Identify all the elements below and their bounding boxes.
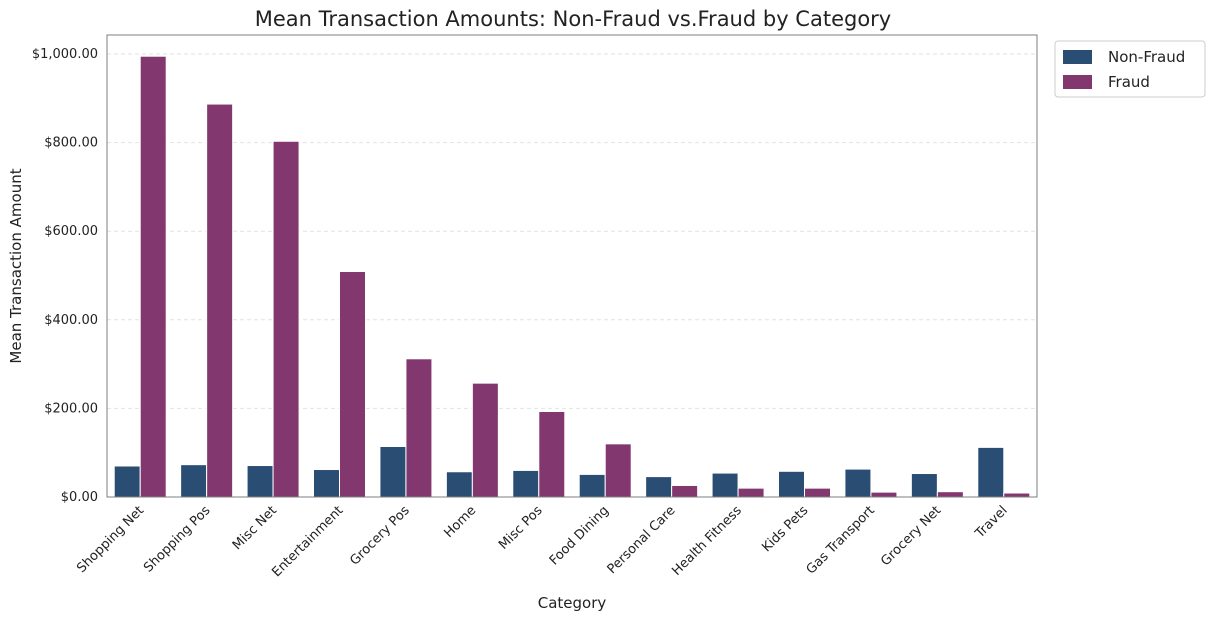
bar-non-fraud-shopping-pos: [180, 464, 208, 498]
bar-fraud-gas-transport: [870, 491, 898, 498]
x-tick-label: Misc Pos: [496, 503, 546, 553]
x-tick-label: Travel: [972, 503, 1011, 542]
legend: Non-Fraud Fraud: [1054, 40, 1206, 98]
x-tick-label: Personal Care: [605, 503, 679, 577]
bar-non-fraud-personal-care: [645, 476, 673, 498]
bar-fraud-grocery-net: [936, 491, 964, 498]
bar-fraud-health-fitness: [737, 487, 765, 498]
bars: [113, 55, 1031, 498]
bar-fraud-grocery-pos: [405, 358, 433, 498]
y-tick-label: $0.00: [61, 490, 98, 505]
x-tick-label: Kids Pets: [759, 503, 811, 555]
y-tick-label: $800.00: [44, 136, 98, 151]
y-tick-label: $400.00: [44, 313, 98, 328]
x-tick-label: Shopping Net: [74, 503, 147, 576]
x-tick-label: Home: [441, 503, 479, 541]
bar-fraud-kids-pets: [804, 487, 831, 498]
bar-non-fraud-grocery-net: [910, 473, 938, 498]
x-tick-label: Health Fitness: [669, 503, 745, 579]
bar-fraud-home: [471, 382, 499, 498]
x-tick-label: Grocery Net: [878, 503, 944, 569]
y-axis-ticks: $0.00 $200.00 $400.00 $600.00 $800.00 $1,000.…: [32, 47, 98, 505]
x-tick-label: Shopping Pos: [141, 503, 213, 575]
x-tick-label: Food Dining: [547, 503, 612, 568]
bar-non-fraud-health-fitness: [711, 472, 739, 498]
y-tick-label: $1,000.00: [32, 47, 98, 62]
x-tick-label: Grocery Pos: [347, 503, 413, 569]
x-axis-title: Category: [538, 594, 607, 612]
bar-fraud-misc-pos: [538, 411, 566, 498]
y-tick-label: $600.00: [44, 224, 98, 239]
legend-swatch-non-fraud: [1063, 50, 1092, 64]
bar-fraud-travel: [1003, 492, 1031, 498]
bar-non-fraud-misc-net: [246, 465, 274, 498]
bar-non-fraud-travel: [977, 446, 1005, 498]
legend-label: Fraud: [1108, 73, 1150, 91]
bar-fraud-entertainment: [339, 271, 366, 498]
bar-fraud-shopping-pos: [206, 103, 234, 498]
bar-fraud-food-dining: [604, 443, 632, 498]
y-tick-label: $200.00: [44, 401, 98, 416]
bar-non-fraud-gas-transport: [844, 468, 872, 498]
bar-fraud-misc-net: [272, 140, 300, 498]
chart-title: Mean Transaction Amounts: Non-Fraud vs.F…: [255, 7, 892, 31]
bar-non-fraud-misc-pos: [512, 469, 540, 498]
plot-frame: [106, 34, 1038, 498]
x-tick-label: Gas Transport: [804, 503, 878, 577]
legend-label: Non-Fraud: [1108, 48, 1185, 66]
bar-non-fraud-entertainment: [313, 469, 340, 498]
bar-non-fraud-food-dining: [578, 473, 606, 498]
bar-non-fraud-home: [445, 471, 473, 498]
y-axis-title: Mean Transaction Amount: [7, 168, 25, 363]
bar-fraud-shopping-net: [139, 55, 167, 498]
grid-lines: [107, 53, 1037, 409]
bar-non-fraud-grocery-pos: [379, 445, 407, 498]
legend-frame: [1054, 40, 1206, 98]
x-tick-label: Entertainment: [269, 503, 346, 580]
bar-fraud-personal-care: [671, 484, 699, 498]
bar-non-fraud-kids-pets: [778, 470, 805, 498]
x-tick-label: Misc Net: [230, 503, 280, 553]
legend-swatch-fraud: [1063, 75, 1092, 89]
bar-non-fraud-shopping-net: [113, 465, 141, 498]
